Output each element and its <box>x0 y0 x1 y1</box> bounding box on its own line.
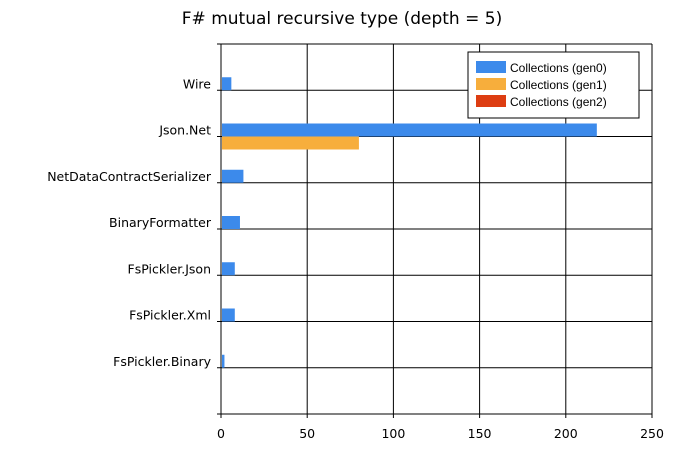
category-label: NetDataContractSerializer <box>47 169 212 184</box>
x-tick-label: 50 <box>299 426 315 441</box>
legend-swatch <box>476 78 506 90</box>
category-label: Wire <box>183 76 211 91</box>
category-label: BinaryFormatter <box>109 215 212 230</box>
legend: Collections (gen0) Collections (gen1) Coll… <box>467 51 640 119</box>
bar-netdatacontractserializer-series-0 <box>222 169 244 183</box>
x-tick-label: 0 <box>217 426 225 441</box>
bar-json-net-series-1 <box>222 136 359 150</box>
category-label: FsPickler.Json <box>128 261 211 276</box>
legend-swatch <box>476 95 506 107</box>
category-label: FsPickler.Xml <box>129 308 211 323</box>
legend-swatch <box>476 61 506 73</box>
bar-json-net-series-0 <box>222 123 597 137</box>
axes <box>220 44 653 418</box>
legend-label: Collections (gen0) <box>510 61 607 75</box>
category-label: FsPickler.Binary <box>113 354 211 369</box>
bars <box>222 77 597 368</box>
x-tick-label: 150 <box>468 426 492 441</box>
x-tick-label: 200 <box>554 426 578 441</box>
bar-fspickler-binary-series-0 <box>222 354 225 368</box>
bar-fspickler-xml-series-0 <box>222 308 235 322</box>
x-tick-label: 100 <box>381 426 405 441</box>
chart-title: F# mutual recursive type (depth = 5) <box>182 9 502 29</box>
bar-fspickler-json-series-0 <box>222 262 235 276</box>
category-label: Json.Net <box>158 123 211 138</box>
x-tick-labels: 0 50 100 150 200 250 <box>217 426 664 441</box>
grid <box>217 43 653 418</box>
x-tick-label: 250 <box>640 426 664 441</box>
bar-wire-series-0 <box>222 77 232 91</box>
legend-label: Collections (gen2) <box>510 95 607 109</box>
legend-label: Collections (gen1) <box>510 78 607 92</box>
bar-binaryformatter-series-0 <box>222 216 240 229</box>
category-labels: Wire Json.Net NetDataContractSerializer Bin… <box>47 76 212 369</box>
